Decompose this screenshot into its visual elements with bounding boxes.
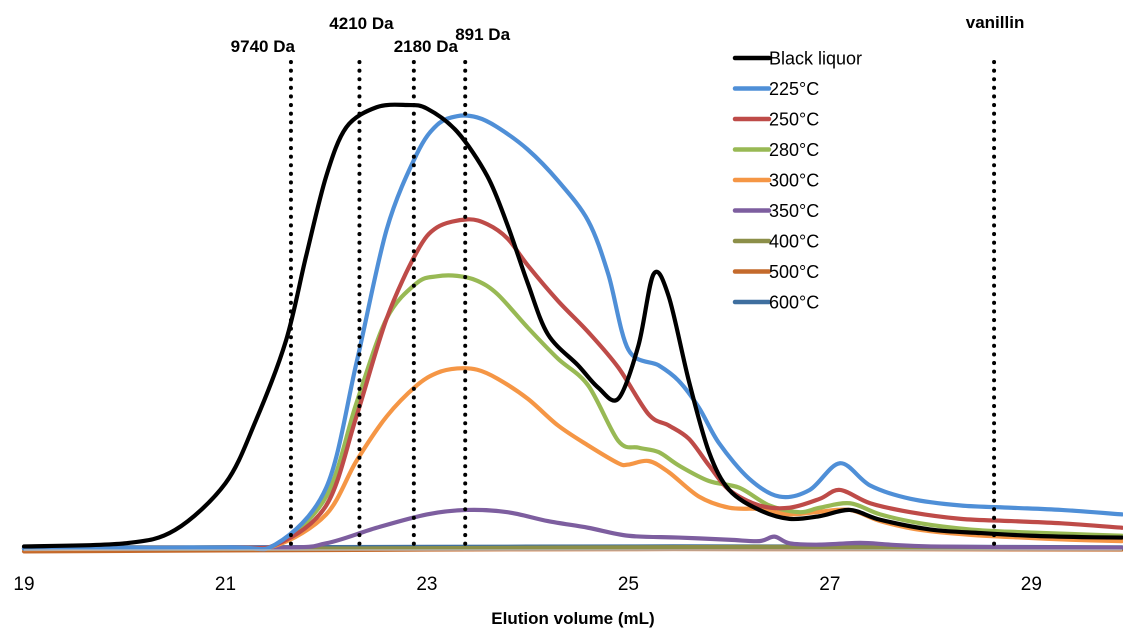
x-tick-label: 25	[618, 574, 639, 595]
x-tick-label: 27	[819, 574, 840, 595]
x-tick-label: 21	[215, 574, 236, 595]
legend-label: 280°C	[769, 140, 819, 160]
legend-label: 500°C	[769, 262, 819, 282]
series-layer	[21, 102, 1123, 554]
legend-label: 600°C	[769, 293, 819, 313]
legend-label: Black liquor	[769, 49, 862, 69]
marker-label: 2180 Da	[394, 37, 459, 56]
legend-label: 300°C	[769, 171, 819, 191]
legend-label: 350°C	[769, 201, 819, 221]
legend-label: 250°C	[769, 110, 819, 130]
series-line-280-c	[21, 273, 1123, 552]
marker-label: 891 Da	[455, 25, 510, 44]
marker-label: vanillin	[966, 13, 1025, 32]
series-line-250-c	[21, 217, 1123, 551]
x-axis: 19 21 23 25 27 29	[13, 549, 1122, 595]
marker-label: 9740 Da	[231, 37, 296, 56]
series-line-350-c	[21, 507, 1123, 551]
marker-label: 4210 Da	[329, 14, 394, 33]
series-line-225-c	[21, 113, 1123, 552]
x-axis-title: Elution volume (mL)	[491, 609, 654, 628]
series-line-black-liquor	[21, 102, 1123, 549]
x-tick-label: 19	[13, 574, 34, 595]
legend-label: 400°C	[769, 232, 819, 252]
x-tick-label: 23	[416, 574, 437, 595]
x-tick-label: 29	[1021, 574, 1042, 595]
legend-label: 225°C	[769, 79, 819, 99]
legend: Black liquor 225°C 250°C 280°C 300°C 350°C 400…	[732, 49, 862, 313]
